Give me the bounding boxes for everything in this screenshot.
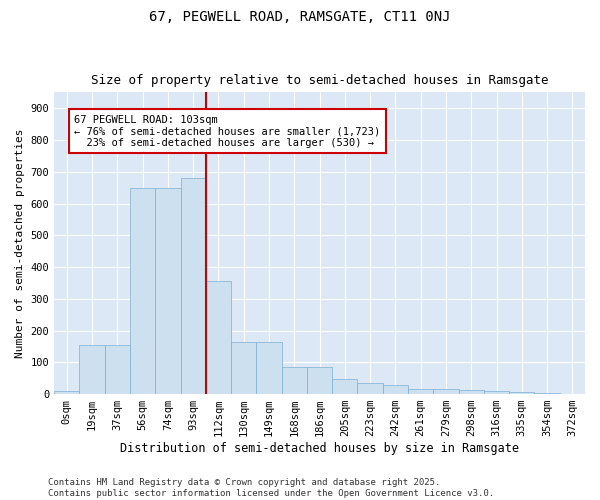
Bar — [383, 384, 408, 394]
Bar — [307, 367, 332, 394]
Bar — [130, 188, 155, 394]
Bar — [358, 383, 383, 394]
Title: Size of property relative to semi-detached houses in Ramsgate: Size of property relative to semi-detach… — [91, 74, 548, 87]
Bar — [332, 379, 358, 394]
Bar — [155, 188, 181, 394]
Text: 67, PEGWELL ROAD, RAMSGATE, CT11 0NJ: 67, PEGWELL ROAD, RAMSGATE, CT11 0NJ — [149, 10, 451, 24]
Bar — [256, 342, 281, 394]
Bar — [281, 367, 307, 394]
Bar — [484, 391, 509, 394]
Bar — [54, 391, 79, 394]
Bar — [79, 345, 105, 394]
X-axis label: Distribution of semi-detached houses by size in Ramsgate: Distribution of semi-detached houses by … — [120, 442, 519, 455]
Text: 67 PEGWELL ROAD: 103sqm
← 76% of semi-detached houses are smaller (1,723)
  23% : 67 PEGWELL ROAD: 103sqm ← 76% of semi-de… — [74, 114, 380, 148]
Bar — [509, 392, 535, 394]
Bar — [181, 178, 206, 394]
Bar — [433, 388, 458, 394]
Bar — [231, 342, 256, 394]
Y-axis label: Number of semi-detached properties: Number of semi-detached properties — [15, 128, 25, 358]
Bar — [458, 390, 484, 394]
Text: Contains HM Land Registry data © Crown copyright and database right 2025.
Contai: Contains HM Land Registry data © Crown c… — [48, 478, 494, 498]
Bar — [408, 388, 433, 394]
Bar — [206, 282, 231, 394]
Bar — [105, 345, 130, 394]
